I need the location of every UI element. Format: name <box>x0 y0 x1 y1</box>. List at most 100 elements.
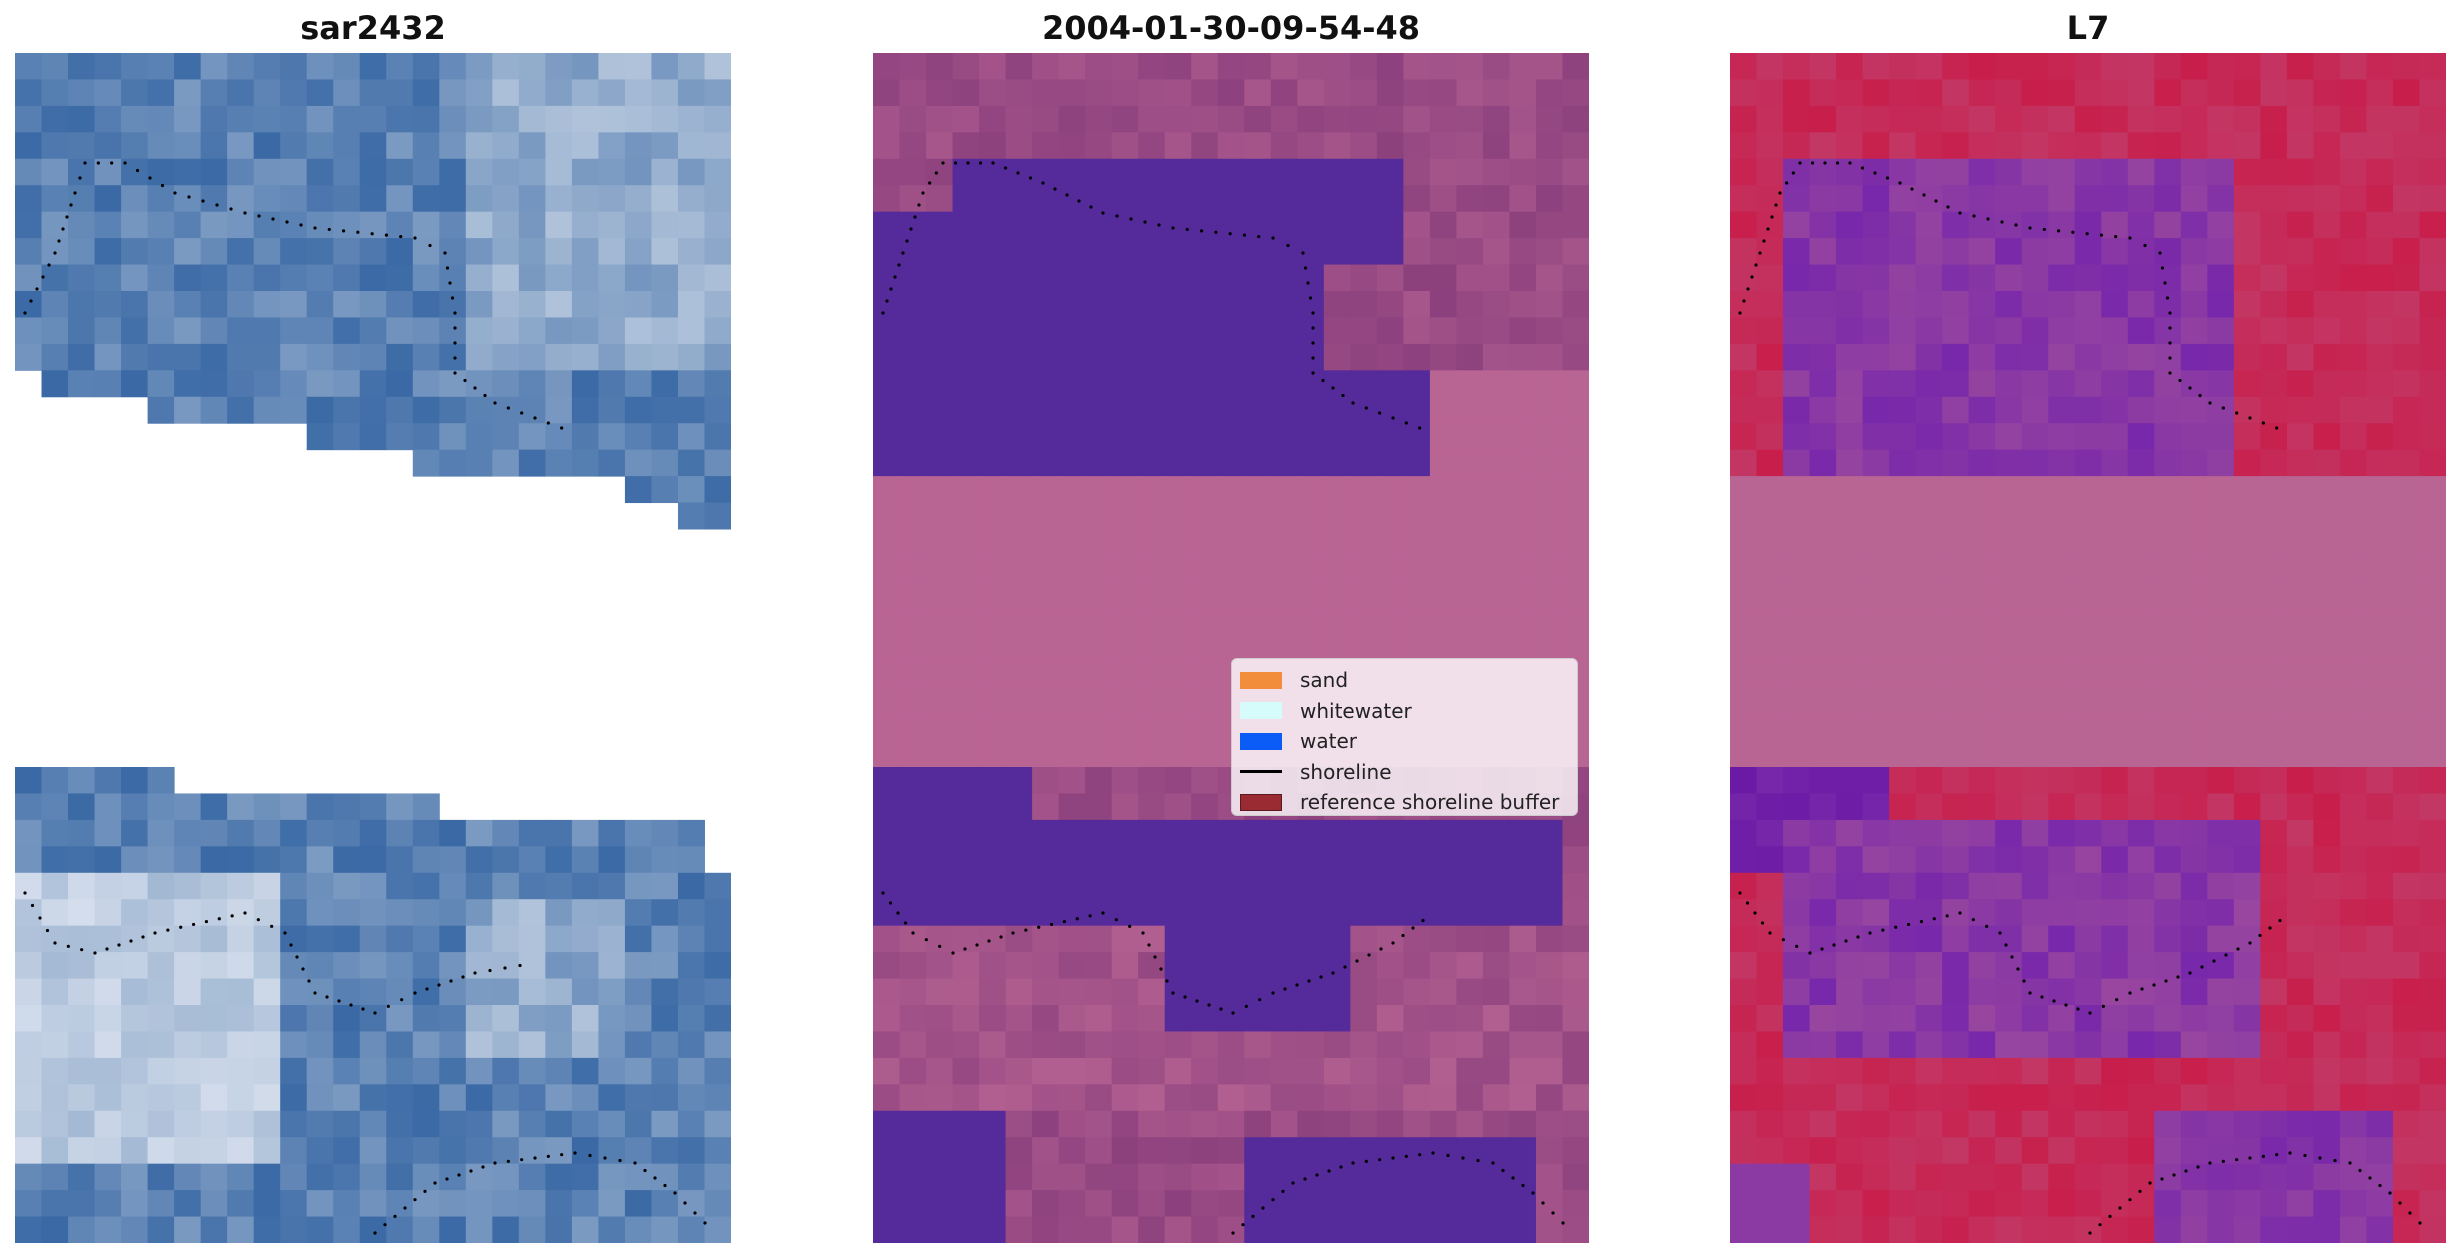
pixel-cell <box>2233 370 2261 398</box>
pixel-cell <box>15 1110 43 1138</box>
shoreline-point <box>399 234 403 239</box>
shoreline-point <box>1910 187 1914 191</box>
pixel-cell <box>200 793 228 821</box>
pixel-cell <box>979 53 1007 80</box>
pixel-cell <box>926 1084 954 1112</box>
pixel-cell <box>952 1190 980 1218</box>
pixel-cell <box>1783 423 1811 451</box>
pixel-cell <box>1968 925 1996 953</box>
pixel-cell <box>2074 952 2102 980</box>
pixel-cell <box>598 1057 626 1085</box>
pixel-cell <box>147 1057 175 1085</box>
pixel-cell <box>306 978 334 1006</box>
pixel-cell <box>979 185 1007 213</box>
pixel-cell <box>2207 952 2235 980</box>
pixel-cell <box>952 264 980 292</box>
shoreline-point <box>518 963 522 968</box>
pixel-cell <box>1456 872 1484 900</box>
pixel-cell <box>1730 449 1758 477</box>
pixel-cell <box>200 132 228 160</box>
pixel-cell <box>624 396 652 424</box>
pixel-cell <box>1809 1216 1837 1243</box>
pixel-cell <box>1836 423 1864 451</box>
satellite-image-panel <box>15 53 731 1243</box>
pixel-cell <box>926 238 954 266</box>
shoreline-point <box>2188 971 2192 975</box>
pixel-cell <box>1138 211 1166 239</box>
pixel-cell <box>306 925 334 953</box>
pixel-cell <box>465 899 493 927</box>
pixel-cell <box>1562 925 1589 953</box>
pixel-cell <box>1968 899 1996 927</box>
pixel-cell <box>1138 1190 1166 1218</box>
pixel-cell <box>952 291 980 318</box>
pixel-cell <box>1535 872 1563 900</box>
pixel-cell <box>306 846 334 874</box>
pixel-cell <box>1562 555 1589 583</box>
pixel-cell <box>1456 343 1484 371</box>
pixel-cell <box>227 1137 255 1165</box>
shoreline-point <box>1351 1161 1355 1165</box>
pixel-cell <box>1297 476 1325 504</box>
pixel-cell <box>306 370 334 398</box>
pixel-cell <box>439 899 467 927</box>
shoreline-point <box>400 998 404 1002</box>
shoreline-point <box>2168 341 2172 345</box>
pixel-cell <box>439 158 467 186</box>
pixel-cell <box>1350 185 1378 213</box>
pixel-cell <box>1270 872 1298 900</box>
pixel-cell <box>412 925 440 953</box>
pixel-cell <box>1942 343 1970 371</box>
pixel-cell <box>2180 846 2208 874</box>
pixel-cell <box>1482 1110 1510 1138</box>
shoreline-point <box>2076 1007 2080 1011</box>
pixel-cell <box>1111 396 1139 424</box>
pixel-cell <box>1032 343 1060 371</box>
pixel-cell <box>1403 132 1431 160</box>
pixel-cell <box>1456 370 1484 398</box>
pixel-cell <box>704 1163 731 1191</box>
pixel-cell <box>147 79 175 107</box>
pixel-cell <box>873 714 901 742</box>
pixel-cell <box>2339 1057 2367 1085</box>
pixel-cell <box>1995 105 2023 133</box>
pixel-cell <box>598 978 626 1006</box>
pixel-cell <box>1350 211 1378 239</box>
pixel-cell <box>1889 581 1917 609</box>
pixel-cell <box>2260 872 2288 900</box>
shoreline-point <box>65 215 69 219</box>
pixel-cell <box>1730 105 1758 133</box>
pixel-cell <box>280 79 308 107</box>
pixel-cell <box>2313 476 2341 504</box>
pixel-cell <box>1350 819 1378 847</box>
pixel-cell <box>2207 740 2235 768</box>
pixel-cell <box>2180 793 2208 821</box>
pixel-cell <box>2074 238 2102 266</box>
shoreline-point <box>2158 251 2162 255</box>
pixel-cell <box>15 211 43 239</box>
pixel-cell <box>94 899 122 927</box>
pixel-cell <box>2313 1031 2341 1059</box>
shoreline-point <box>1343 965 1347 969</box>
pixel-cell <box>280 1190 308 1218</box>
pixel-cell <box>280 925 308 953</box>
pixel-cell <box>2366 396 2394 424</box>
pixel-cell <box>1111 370 1139 398</box>
pixel-cell <box>359 53 387 80</box>
pixel-cell <box>1058 105 1086 133</box>
pixel-cell <box>280 185 308 213</box>
pixel-cell <box>2101 449 2129 477</box>
pixel-cell <box>1323 502 1351 530</box>
pixel-cell <box>1376 370 1404 398</box>
pixel-cell <box>873 819 901 847</box>
pixel-cell <box>439 846 467 874</box>
pixel-cell <box>2127 1216 2155 1243</box>
pixel-cell <box>386 53 414 80</box>
pixel-cell <box>1191 291 1219 318</box>
pixel-cell <box>2233 105 2261 133</box>
pixel-cell <box>227 291 255 318</box>
pixel-cell <box>1509 555 1537 583</box>
pixel-cell <box>200 291 228 318</box>
pixel-cell <box>952 661 980 689</box>
pixel-cell <box>1111 661 1139 689</box>
